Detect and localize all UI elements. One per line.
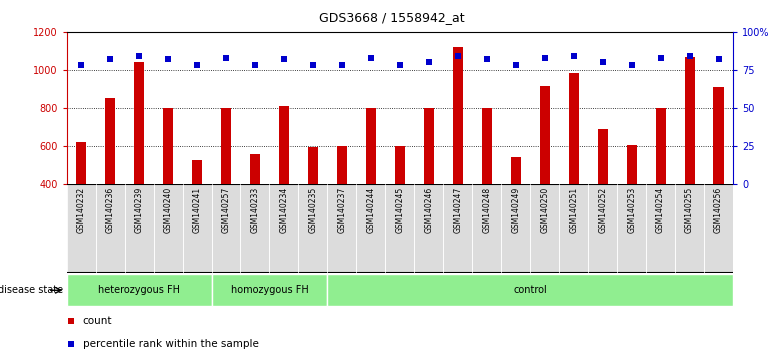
Bar [76,142,86,184]
Text: GSM140236: GSM140236 [106,187,114,233]
Bar [568,73,579,184]
Bar [67,184,96,273]
Text: GSM140251: GSM140251 [569,187,578,233]
Bar [192,160,202,184]
Bar [250,154,260,184]
Bar [713,87,724,184]
Text: GSM140248: GSM140248 [482,187,492,233]
Text: GSM140250: GSM140250 [540,187,550,233]
Text: GSM140237: GSM140237 [337,187,347,233]
Bar [646,184,675,273]
Bar [212,274,328,306]
Bar [154,184,183,273]
Bar [241,184,270,273]
Text: GSM140255: GSM140255 [685,187,694,233]
Text: GSM140256: GSM140256 [714,187,723,233]
Bar [539,86,550,184]
Bar [67,274,212,306]
Text: GSM140241: GSM140241 [193,187,201,233]
Text: GSM140246: GSM140246 [424,187,434,233]
Text: percentile rank within the sample: percentile rank within the sample [82,339,259,349]
Bar [221,108,231,184]
Bar [655,108,666,184]
Bar [366,108,376,184]
Text: GSM140253: GSM140253 [627,187,636,233]
Bar [510,158,521,184]
Bar [675,184,704,273]
Bar [337,146,347,184]
Bar [183,184,212,273]
Bar [597,129,608,184]
Text: GSM140232: GSM140232 [77,187,85,233]
Bar [684,57,695,184]
Text: homozygous FH: homozygous FH [230,285,308,295]
Text: GDS3668 / 1558942_at: GDS3668 / 1558942_at [319,11,465,24]
Text: control: control [514,285,547,295]
Bar [105,97,115,184]
Text: heterozygous FH: heterozygous FH [98,285,180,295]
Bar [125,184,154,273]
Text: count: count [82,316,112,326]
Bar [559,184,588,273]
Bar [395,146,405,184]
Text: GSM140247: GSM140247 [453,187,463,233]
Text: GSM140257: GSM140257 [222,187,230,233]
Text: GSM140240: GSM140240 [164,187,172,233]
Bar [626,145,637,184]
Bar [481,108,492,184]
Text: GSM140233: GSM140233 [250,187,260,233]
Bar [270,184,299,273]
Bar [501,184,530,273]
Bar [588,184,617,273]
Bar [299,184,328,273]
Bar [423,108,434,184]
Text: GSM140249: GSM140249 [511,187,521,233]
Bar [134,62,144,184]
Bar [530,184,559,273]
Bar [704,184,733,273]
Bar [414,184,443,273]
Text: GSM140239: GSM140239 [135,187,143,233]
Bar [443,184,472,273]
Text: GSM140254: GSM140254 [656,187,665,233]
Bar [96,184,125,273]
Bar [472,184,501,273]
Bar [279,106,289,184]
Text: GSM140234: GSM140234 [279,187,289,233]
Bar [452,47,463,184]
Bar [212,184,241,273]
Bar [357,184,386,273]
Bar [617,184,646,273]
Bar [328,184,357,273]
Bar [308,147,318,184]
Text: disease state: disease state [0,285,63,295]
Text: GSM140252: GSM140252 [598,187,607,233]
Text: GSM140245: GSM140245 [395,187,405,233]
Text: GSM140235: GSM140235 [308,187,318,233]
Text: GSM140244: GSM140244 [366,187,376,233]
Bar [163,108,173,184]
Bar [386,184,414,273]
Bar [328,274,733,306]
